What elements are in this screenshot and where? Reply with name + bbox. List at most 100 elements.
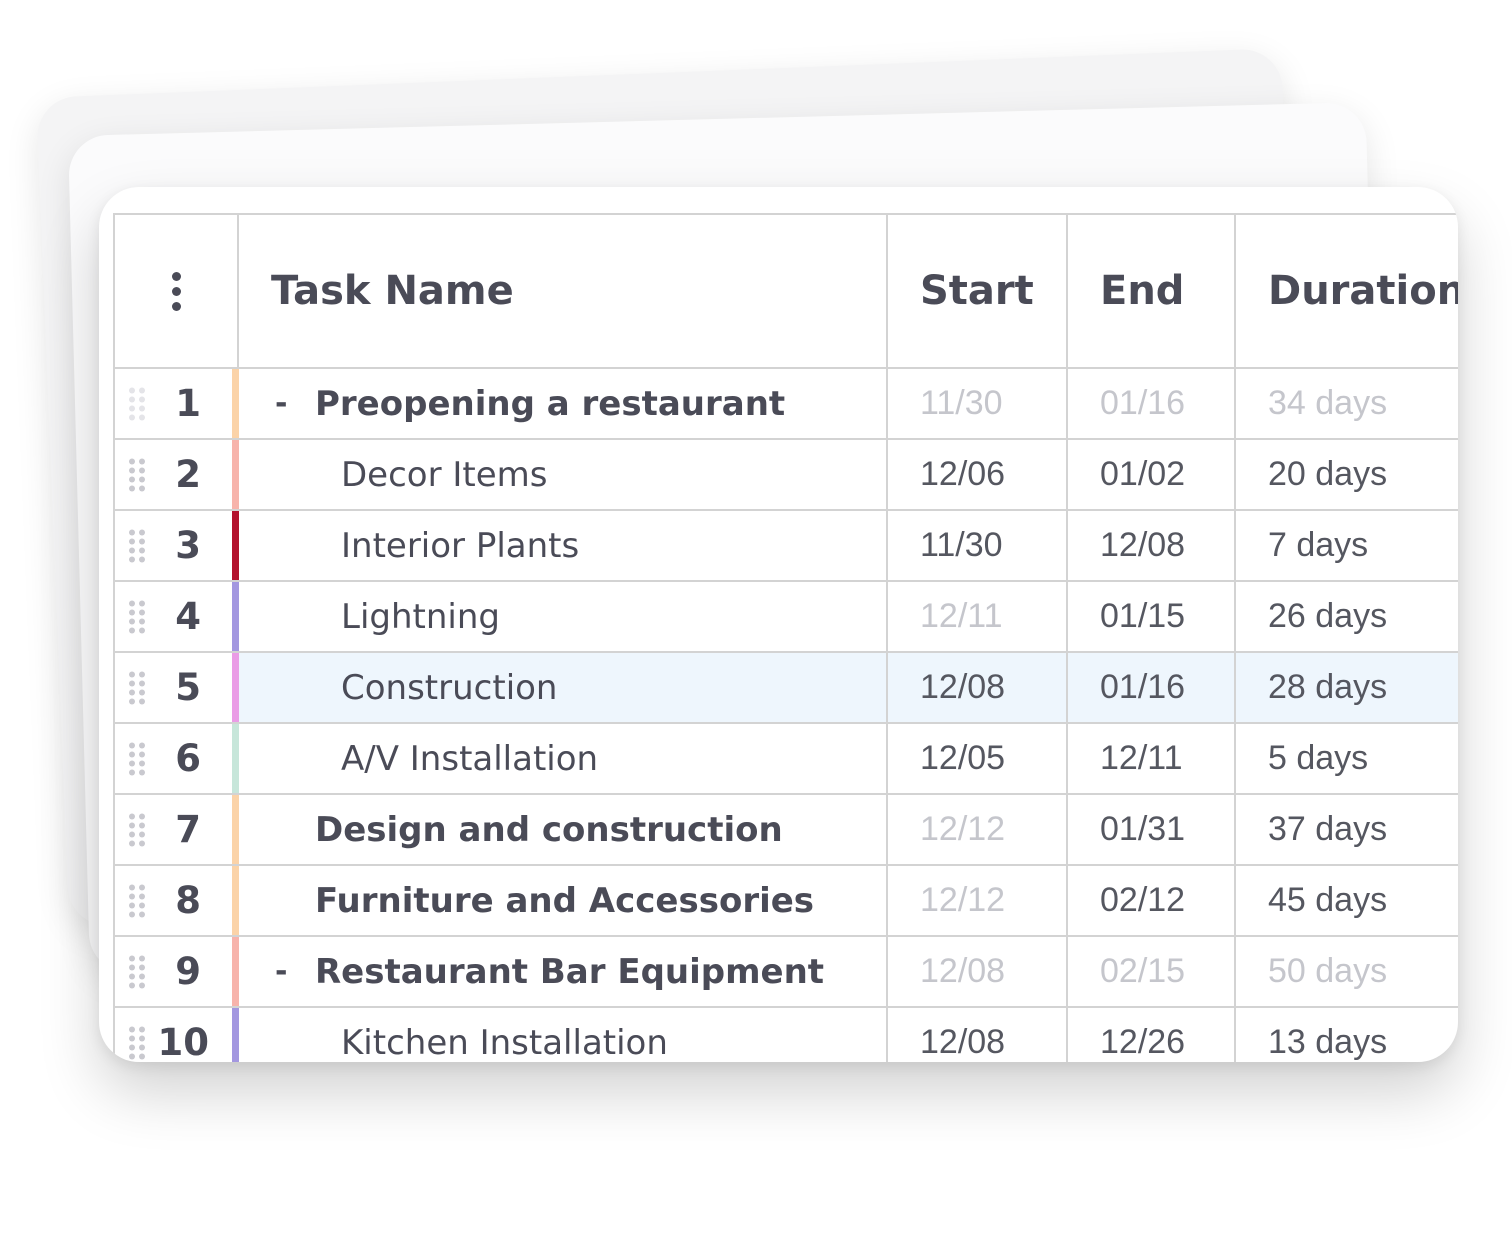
task-name-cell[interactable]: Lightning bbox=[239, 582, 888, 651]
start-date-cell[interactable]: 12/05 bbox=[888, 724, 1068, 793]
drag-handle-icon[interactable] bbox=[129, 884, 145, 917]
start-date-cell[interactable]: 11/30 bbox=[888, 369, 1068, 438]
row-index-cell: 5 bbox=[115, 653, 239, 722]
task-name-label: Design and construction bbox=[315, 809, 783, 850]
task-name-cell[interactable]: Construction bbox=[239, 653, 888, 722]
row-index-cell: 4 bbox=[115, 582, 239, 651]
column-header-task-name[interactable]: Task Name bbox=[239, 215, 888, 367]
task-name-cell[interactable]: Decor Items bbox=[239, 440, 888, 509]
start-date-cell[interactable]: 12/12 bbox=[888, 866, 1068, 935]
task-name-cell[interactable]: - Restaurant Bar Equipment bbox=[239, 937, 888, 1006]
end-date-cell[interactable]: 02/12 bbox=[1068, 866, 1236, 935]
task-color-marker bbox=[232, 795, 239, 864]
row-index-cell: 2 bbox=[115, 440, 239, 509]
task-color-marker bbox=[232, 582, 239, 651]
row-number: 4 bbox=[175, 595, 201, 638]
row-index-cell: 9 bbox=[115, 937, 239, 1006]
duration-cell[interactable]: 37 days bbox=[1268, 810, 1388, 848]
drag-handle-icon[interactable] bbox=[129, 1026, 145, 1059]
row-number: 10 bbox=[157, 1021, 210, 1062]
task-name-label: A/V Installation bbox=[341, 738, 599, 779]
duration-cell[interactable]: 28 days bbox=[1268, 668, 1388, 706]
row-index-cell: 8 bbox=[115, 866, 239, 935]
table-row[interactable]: 5 Construction 12/08 01/16 28 days bbox=[115, 653, 1458, 724]
task-name-cell[interactable]: Interior Plants bbox=[239, 511, 888, 580]
table-row[interactable]: 9- Restaurant Bar Equipment 12/08 02/15 50 d… bbox=[115, 937, 1458, 1008]
column-header-start[interactable]: Start bbox=[888, 215, 1068, 367]
duration-cell[interactable]: 34 days bbox=[1268, 384, 1388, 422]
start-date-cell[interactable]: 12/08 bbox=[888, 653, 1068, 722]
task-color-marker bbox=[232, 653, 239, 722]
task-name-label: Interior Plants bbox=[341, 525, 580, 566]
task-name-label: Furniture and Accessories bbox=[315, 880, 815, 921]
task-color-marker bbox=[232, 724, 239, 793]
start-date-cell[interactable]: 12/08 bbox=[888, 1008, 1068, 1062]
start-date-cell[interactable]: 12/06 bbox=[888, 440, 1068, 509]
drag-handle-icon[interactable] bbox=[129, 387, 145, 420]
drag-handle-icon[interactable] bbox=[129, 458, 145, 491]
task-name-cell[interactable]: Design and construction bbox=[239, 795, 888, 864]
end-date-cell[interactable]: 01/16 bbox=[1068, 653, 1236, 722]
task-color-marker bbox=[232, 866, 239, 935]
row-number: 3 bbox=[175, 524, 201, 567]
start-date-cell[interactable]: 12/08 bbox=[888, 937, 1068, 1006]
duration-cell[interactable]: 5 days bbox=[1268, 739, 1369, 777]
start-date-cell[interactable]: 12/12 bbox=[888, 795, 1068, 864]
collapse-toggle-icon[interactable]: - bbox=[275, 954, 288, 989]
task-name-label: Preopening a restaurant bbox=[315, 383, 786, 424]
table-row[interactable]: 10 Kitchen Installation 12/08 12/26 13 days bbox=[115, 1008, 1458, 1062]
table-row[interactable]: 7 Design and construction 12/12 01/31 37 day… bbox=[115, 795, 1458, 866]
duration-cell[interactable]: 26 days bbox=[1268, 597, 1388, 635]
start-date-cell[interactable]: 12/11 bbox=[888, 582, 1068, 651]
row-index-cell: 7 bbox=[115, 795, 239, 864]
end-date-cell[interactable]: 01/16 bbox=[1068, 369, 1236, 438]
grid-menu-button[interactable] bbox=[115, 215, 239, 367]
end-date-cell[interactable]: 01/31 bbox=[1068, 795, 1236, 864]
task-color-marker bbox=[232, 369, 239, 438]
task-name-label: Decor Items bbox=[341, 454, 548, 495]
table-row[interactable]: 4 Lightning 12/11 01/15 26 days bbox=[115, 582, 1458, 653]
column-header-duration[interactable]: Duration bbox=[1268, 268, 1458, 314]
duration-cell[interactable]: 13 days bbox=[1268, 1023, 1388, 1061]
duration-cell[interactable]: 20 days bbox=[1268, 455, 1388, 493]
task-name-cell[interactable]: - Preopening a restaurant bbox=[239, 369, 888, 438]
table-row[interactable]: 2 Decor Items 12/06 01/02 20 days bbox=[115, 440, 1458, 511]
table-row[interactable]: 6 A/V Installation 12/05 12/11 5 days bbox=[115, 724, 1458, 795]
task-color-marker bbox=[232, 937, 239, 1006]
duration-cell[interactable]: 7 days bbox=[1268, 526, 1369, 564]
task-name-cell[interactable]: A/V Installation bbox=[239, 724, 888, 793]
kebab-menu-icon bbox=[171, 271, 181, 311]
column-header-end[interactable]: End bbox=[1068, 215, 1236, 367]
end-date-cell[interactable]: 12/26 bbox=[1068, 1008, 1236, 1062]
grid-header-row: Task Name Start End Duration bbox=[115, 215, 1458, 369]
start-date-cell[interactable]: 11/30 bbox=[888, 511, 1068, 580]
drag-handle-icon[interactable] bbox=[129, 742, 145, 775]
drag-handle-icon[interactable] bbox=[129, 529, 145, 562]
task-name-label: Kitchen Installation bbox=[341, 1022, 668, 1063]
drag-handle-icon[interactable] bbox=[129, 671, 145, 704]
duration-cell[interactable]: 45 days bbox=[1268, 881, 1388, 919]
drag-handle-icon[interactable] bbox=[129, 600, 145, 633]
row-number: 7 bbox=[175, 808, 201, 851]
task-name-cell[interactable]: Furniture and Accessories bbox=[239, 866, 888, 935]
end-date-cell[interactable]: 12/11 bbox=[1068, 724, 1236, 793]
table-row[interactable]: 1- Preopening a restaurant 11/30 01/16 34 da… bbox=[115, 369, 1458, 440]
table-row[interactable]: 8 Furniture and Accessories 12/12 02/12 45 d… bbox=[115, 866, 1458, 937]
end-date-cell[interactable]: 01/15 bbox=[1068, 582, 1236, 651]
row-number: 2 bbox=[175, 453, 201, 496]
drag-handle-icon[interactable] bbox=[129, 955, 145, 988]
duration-cell[interactable]: 50 days bbox=[1268, 952, 1388, 990]
end-date-cell[interactable]: 12/08 bbox=[1068, 511, 1236, 580]
drag-handle-icon[interactable] bbox=[129, 813, 145, 846]
end-date-cell[interactable]: 02/15 bbox=[1068, 937, 1236, 1006]
row-number: 5 bbox=[175, 666, 201, 709]
table-row[interactable]: 3 Interior Plants 11/30 12/08 7 days bbox=[115, 511, 1458, 582]
row-index-cell: 3 bbox=[115, 511, 239, 580]
row-number: 6 bbox=[175, 737, 201, 780]
task-name-label: Lightning bbox=[341, 596, 500, 637]
task-name-cell[interactable]: Kitchen Installation bbox=[239, 1008, 888, 1062]
task-color-marker bbox=[232, 1008, 239, 1062]
task-name-label: Restaurant Bar Equipment bbox=[315, 951, 825, 992]
end-date-cell[interactable]: 01/02 bbox=[1068, 440, 1236, 509]
collapse-toggle-icon[interactable]: - bbox=[275, 386, 288, 421]
